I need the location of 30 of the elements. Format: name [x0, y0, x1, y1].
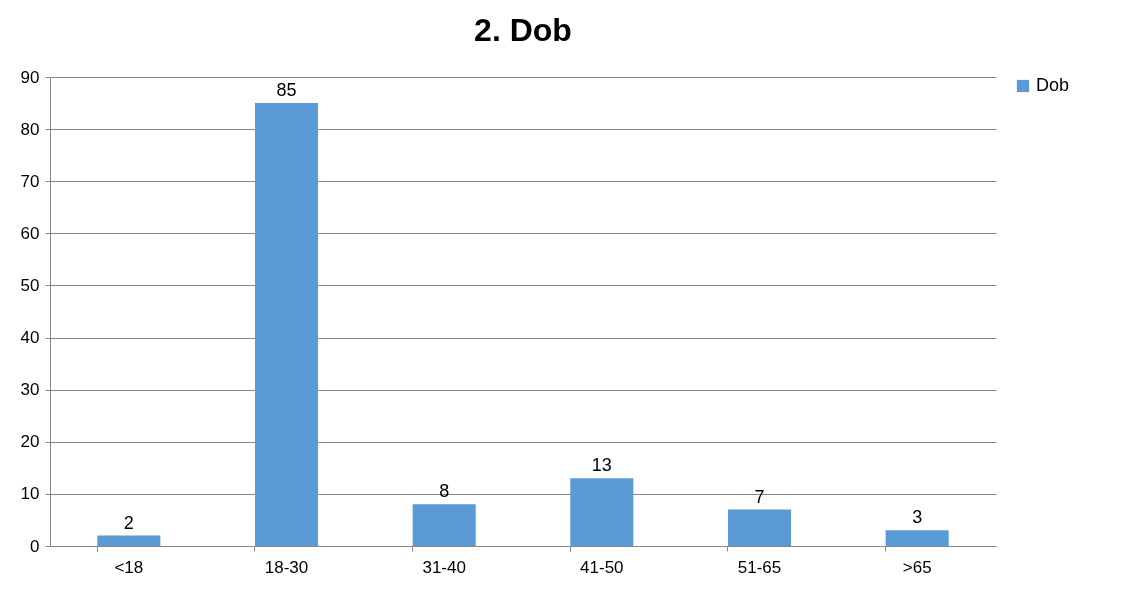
data-label: 85: [276, 80, 297, 101]
y-tick-label: 70: [20, 171, 40, 191]
bar: [727, 509, 792, 546]
x-tick-label: >65: [902, 557, 932, 577]
bar: [412, 504, 476, 546]
y-tick-label: 90: [20, 67, 40, 87]
y-tick-label: 20: [20, 432, 40, 452]
x-tick-label: 18-30: [264, 557, 309, 577]
x-tick-label: 31-40: [422, 557, 466, 577]
bar: [254, 103, 319, 546]
data-label: 3: [912, 507, 923, 528]
bar: [570, 478, 634, 546]
data-label: 2: [123, 512, 134, 533]
x-tick-label: <18: [114, 557, 144, 577]
y-tick-label: 10: [20, 484, 40, 504]
y-tick-label: 60: [20, 223, 40, 243]
legend-label: Dob: [1036, 75, 1070, 95]
data-label: 7: [754, 486, 765, 507]
bar: [885, 530, 949, 546]
x-tick-label: 41-50: [580, 557, 624, 577]
y-tick-label: 50: [20, 275, 40, 295]
y-tick-label: 40: [20, 328, 40, 348]
data-label: 13: [591, 455, 612, 476]
y-tick-label: 0: [30, 536, 40, 556]
y-tick-label: 80: [20, 119, 40, 139]
chart-title: 2. Dob: [474, 12, 572, 48]
y-tick-label: 30: [20, 380, 40, 400]
bar: [97, 535, 161, 546]
data-label: 8: [439, 481, 450, 502]
x-tick-label: 51-65: [737, 557, 782, 577]
